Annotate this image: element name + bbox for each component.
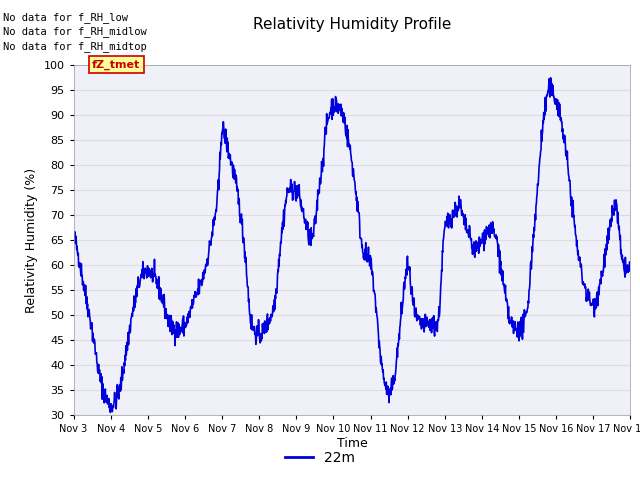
Y-axis label: Relativity Humidity (%): Relativity Humidity (%) <box>25 168 38 312</box>
Text: No data for f_RH_low: No data for f_RH_low <box>3 12 128 23</box>
Legend: 22m: 22m <box>280 445 360 471</box>
X-axis label: Time: Time <box>337 437 367 450</box>
Text: fZ_tmet: fZ_tmet <box>92 60 140 70</box>
Text: No data for f_RH_midlow: No data for f_RH_midlow <box>3 26 147 37</box>
Text: Relativity Humidity Profile: Relativity Humidity Profile <box>253 17 451 32</box>
Text: No data for f_RH_midtop: No data for f_RH_midtop <box>3 41 147 52</box>
